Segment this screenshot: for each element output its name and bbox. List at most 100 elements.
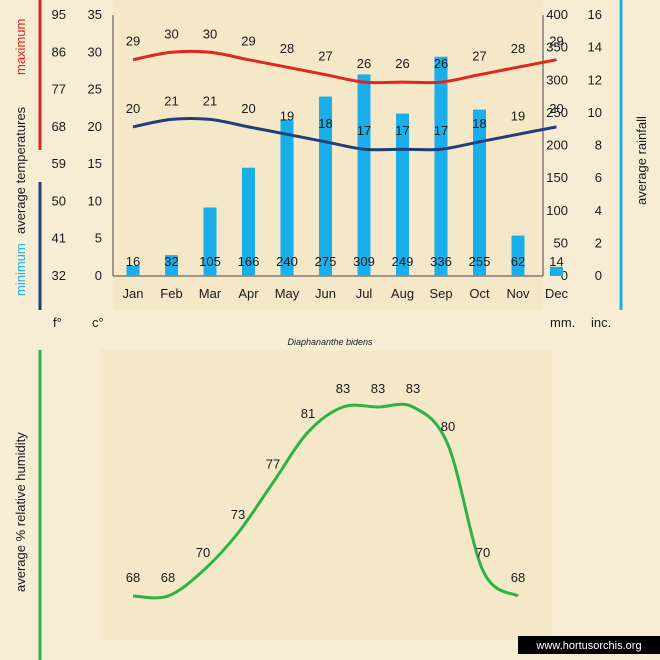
rainfall-bar	[165, 255, 178, 276]
minimum-value-label: 18	[318, 116, 332, 131]
fahrenheit-unit: f°	[53, 315, 62, 330]
mm-tick-label: 200	[546, 138, 568, 153]
rainfall-value-label: 16	[126, 254, 140, 269]
maximum-value-label: 26	[434, 56, 448, 71]
minimum-axis-title: minimum	[13, 243, 28, 296]
fahrenheit-tick-label: 59	[52, 156, 66, 171]
maximum-temperature-line	[132, 49, 557, 85]
mm-tick-label: 300	[546, 72, 568, 87]
rainfall-value-label: 309	[353, 254, 375, 269]
minimum-value-label: 17	[357, 123, 371, 138]
minimum-value-label: 17	[395, 123, 409, 138]
rainfall-value-label: 255	[469, 254, 491, 269]
mm-tick-label: 50	[554, 235, 568, 250]
rainfall-value-label: 166	[238, 254, 260, 269]
maximum-axis-title: maximum	[13, 19, 28, 75]
maximum-value-label: 26	[357, 56, 371, 71]
humidity-value-label: 73	[231, 507, 245, 522]
watermark-background	[518, 636, 660, 654]
humidity-value-label: 70	[476, 545, 490, 560]
month-tick-label: Aug	[391, 286, 414, 301]
maximum-value-label: 29	[549, 34, 563, 49]
rainfall-bar	[242, 167, 255, 276]
inch-tick-label: 4	[595, 203, 602, 218]
celsius-tick-label: 30	[88, 44, 102, 59]
fahrenheit-tick-label: 77	[52, 82, 66, 97]
minimum-value-label: 20	[126, 101, 140, 116]
fahrenheit-tick-label: 50	[52, 193, 66, 208]
rainfall-value-label: 249	[392, 254, 414, 269]
fahrenheit-tick-label: 41	[52, 231, 66, 246]
maximum-value-label: 30	[164, 26, 178, 41]
rainfall-value-label: 275	[315, 254, 337, 269]
rainfall-bars	[126, 56, 563, 277]
species-name: Diaphananthe bidens	[287, 337, 373, 347]
month-tick-label: Apr	[238, 286, 259, 301]
rainfall-value-label: 32	[164, 254, 178, 269]
maximum-value-label: 28	[511, 41, 525, 56]
rainfall-bar	[396, 113, 409, 276]
minimum-value-label: 18	[472, 116, 486, 131]
rainfall-bar	[203, 207, 217, 276]
minimum-value-label: 17	[434, 123, 448, 138]
rainfall-value-label: 336	[430, 254, 452, 269]
mm-unit: mm.	[550, 315, 575, 330]
rainfall-bar	[473, 109, 486, 276]
month-tick-label: Feb	[160, 286, 182, 301]
humidity-value-label: 83	[336, 381, 350, 396]
mm-tick-label: 250	[546, 105, 568, 120]
inch-tick-label: 0	[595, 268, 602, 283]
mm-tick-label: 150	[546, 170, 568, 185]
celsius-unit: c°	[92, 315, 104, 330]
month-tick-label: Mar	[199, 286, 222, 301]
mm-tick-label: 400	[546, 7, 568, 22]
minimum-value-label: 19	[511, 108, 525, 123]
inch-unit: inc.	[591, 315, 611, 330]
maximum-value-label: 27	[472, 49, 486, 64]
inch-tick-label: 12	[588, 72, 602, 87]
inch-tick-label: 8	[595, 138, 602, 153]
average-temperatures-axis-title: average temperatures	[13, 106, 28, 234]
temperature-lines	[132, 49, 557, 152]
month-tick-label: May	[275, 286, 300, 301]
humidity-plot: 68 68 70 73 77 81 83 83 83 80 70 68	[126, 381, 525, 600]
celsius-tick-label: 20	[88, 119, 102, 134]
rainfall-bar	[511, 235, 525, 276]
rainfall-axis-title: average rainfall	[634, 116, 649, 205]
celsius-tick-label: 35	[88, 7, 102, 22]
humidity-value-label: 77	[266, 457, 280, 472]
humidity-value-label: 68	[161, 570, 175, 585]
data-labels: 29 30 30 29 28 27 26 26 26 27 28 29 20 21 21 20 19 18 17 17…	[126, 26, 564, 269]
rainfall-bar	[550, 266, 563, 276]
rainfall-bar	[434, 56, 448, 277]
celsius-tick-label: 25	[88, 82, 102, 97]
rainfall-bar	[357, 74, 371, 276]
month-tick-label: Jul	[356, 286, 373, 301]
watermark: www.hortusorchis.org	[535, 640, 641, 652]
maximum-value-label: 29	[241, 34, 255, 49]
inch-tick-label: 10	[588, 105, 602, 120]
humidity-value-label: 68	[126, 570, 140, 585]
month-tick-label: Nov	[506, 286, 530, 301]
minimum-temperature-line	[132, 117, 557, 152]
month-tick-label: Jan	[123, 286, 144, 301]
celsius-tick-label: 10	[88, 193, 102, 208]
minimum-value-label: 20	[549, 101, 563, 116]
fahrenheit-tick-label: 32	[52, 268, 66, 283]
humidity-line	[132, 402, 519, 600]
month-tick-label: Jun	[315, 286, 336, 301]
rainfall-value-label: 62	[511, 254, 525, 269]
maximum-value-label: 29	[126, 34, 140, 49]
humidity-value-label: 70	[196, 545, 210, 560]
maximum-value-label: 30	[203, 26, 217, 41]
fahrenheit-tick-label: 95	[52, 7, 66, 22]
fahrenheit-tick-label: 68	[52, 119, 66, 134]
rainfall-bar	[126, 265, 140, 276]
minimum-value-label: 19	[280, 108, 294, 123]
minimum-value-label: 20	[241, 101, 255, 116]
inch-tick-label: 14	[588, 40, 602, 55]
humidity-value-label: 83	[406, 381, 420, 396]
maximum-value-label: 27	[318, 49, 332, 64]
month-tick-label: Dec	[545, 286, 569, 301]
inch-tick-label: 16	[588, 7, 602, 22]
